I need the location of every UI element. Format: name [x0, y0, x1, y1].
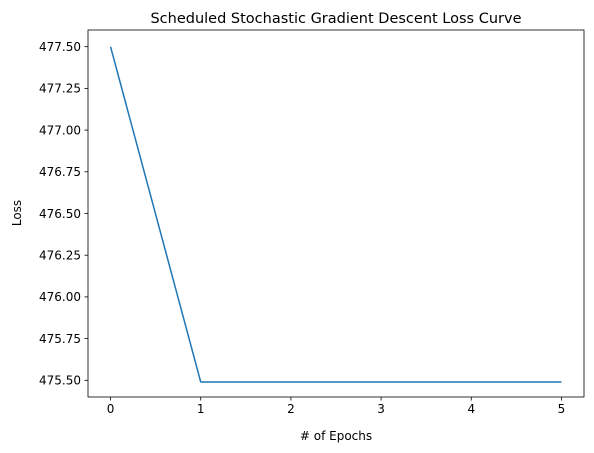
y-tick-label: 476.75 — [39, 165, 81, 179]
x-tick-label: 3 — [377, 402, 385, 416]
y-tick-label: 477.25 — [39, 82, 81, 96]
chart-title: Scheduled Stochastic Gradient Descent Lo… — [150, 11, 521, 27]
loss-series-line — [109, 46, 562, 383]
y-tick-label: 477.00 — [39, 123, 81, 137]
x-axis-label: # of Epochs — [300, 429, 372, 443]
x-tick-label: 2 — [287, 402, 295, 416]
x-tick-label: 5 — [558, 402, 566, 416]
x-tick-label: 0 — [107, 402, 115, 416]
y-tick-label: 476.00 — [39, 290, 81, 304]
x-tick-label: 1 — [197, 402, 205, 416]
plot-area — [109, 46, 562, 383]
y-tick-label: 477.50 — [39, 40, 81, 54]
y-axis-label: Loss — [10, 200, 24, 226]
y-tick-label: 475.50 — [39, 374, 81, 388]
x-tick-label: 4 — [467, 402, 475, 416]
y-tick-label: 476.50 — [39, 207, 81, 221]
y-tick-label: 476.25 — [39, 249, 81, 263]
axis-ticks: 0 1 2 3 4 5 475.50 475.75 476.00 476.25 476.50 476.… — [39, 40, 565, 416]
y-tick-label: 475.75 — [39, 332, 81, 346]
